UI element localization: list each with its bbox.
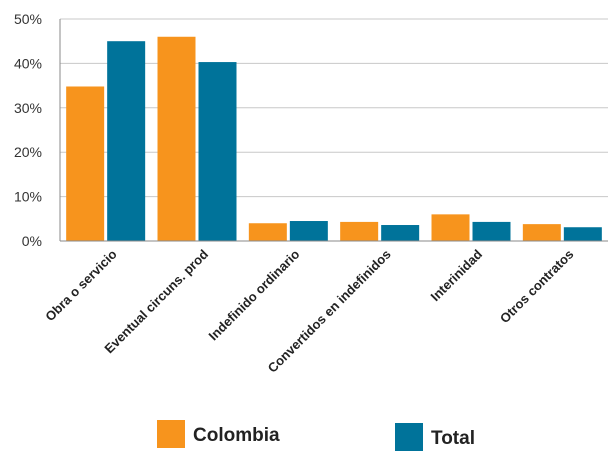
x-category-label: Eventual circuns. prod: [101, 246, 211, 356]
bar-total: [289, 221, 328, 241]
bar-total: [563, 227, 602, 241]
bar-colombia: [522, 224, 561, 241]
bar-colombia: [66, 86, 105, 241]
x-category-label: Interinidad: [428, 246, 486, 304]
y-tick-label: 0%: [22, 233, 42, 249]
x-category-label: Otros contratos: [497, 247, 577, 327]
y-tick-label: 20%: [14, 144, 42, 160]
y-tick-label: 30%: [14, 100, 42, 116]
bar-total: [472, 221, 511, 241]
legend-swatch-total: [395, 423, 423, 451]
gridlines: [60, 18, 608, 198]
bar-colombia: [157, 36, 196, 242]
y-tick-label: 10%: [14, 189, 42, 205]
bar-total: [107, 41, 146, 242]
y-tick-label: 50%: [14, 11, 42, 27]
bar-colombia: [248, 223, 287, 241]
legend-label-total: Total: [431, 428, 475, 449]
y-tick-label: 40%: [14, 55, 42, 71]
bars: [66, 36, 602, 242]
bar-total: [198, 62, 237, 242]
bar-colombia: [431, 214, 470, 241]
axes: [59, 19, 608, 242]
legend: Colombia Total: [157, 420, 475, 451]
x-category-label: Obra o servicio: [42, 246, 120, 324]
x-category-label: Indefinido ordinario: [206, 246, 303, 343]
y-tick-labels: 0% 10% 20% 30% 40% 50%: [14, 11, 42, 249]
bar-colombia: [340, 221, 379, 241]
legend-label-colombia: Colombia: [193, 425, 280, 446]
legend-swatch-colombia: [157, 420, 185, 448]
bar-total: [381, 225, 420, 241]
